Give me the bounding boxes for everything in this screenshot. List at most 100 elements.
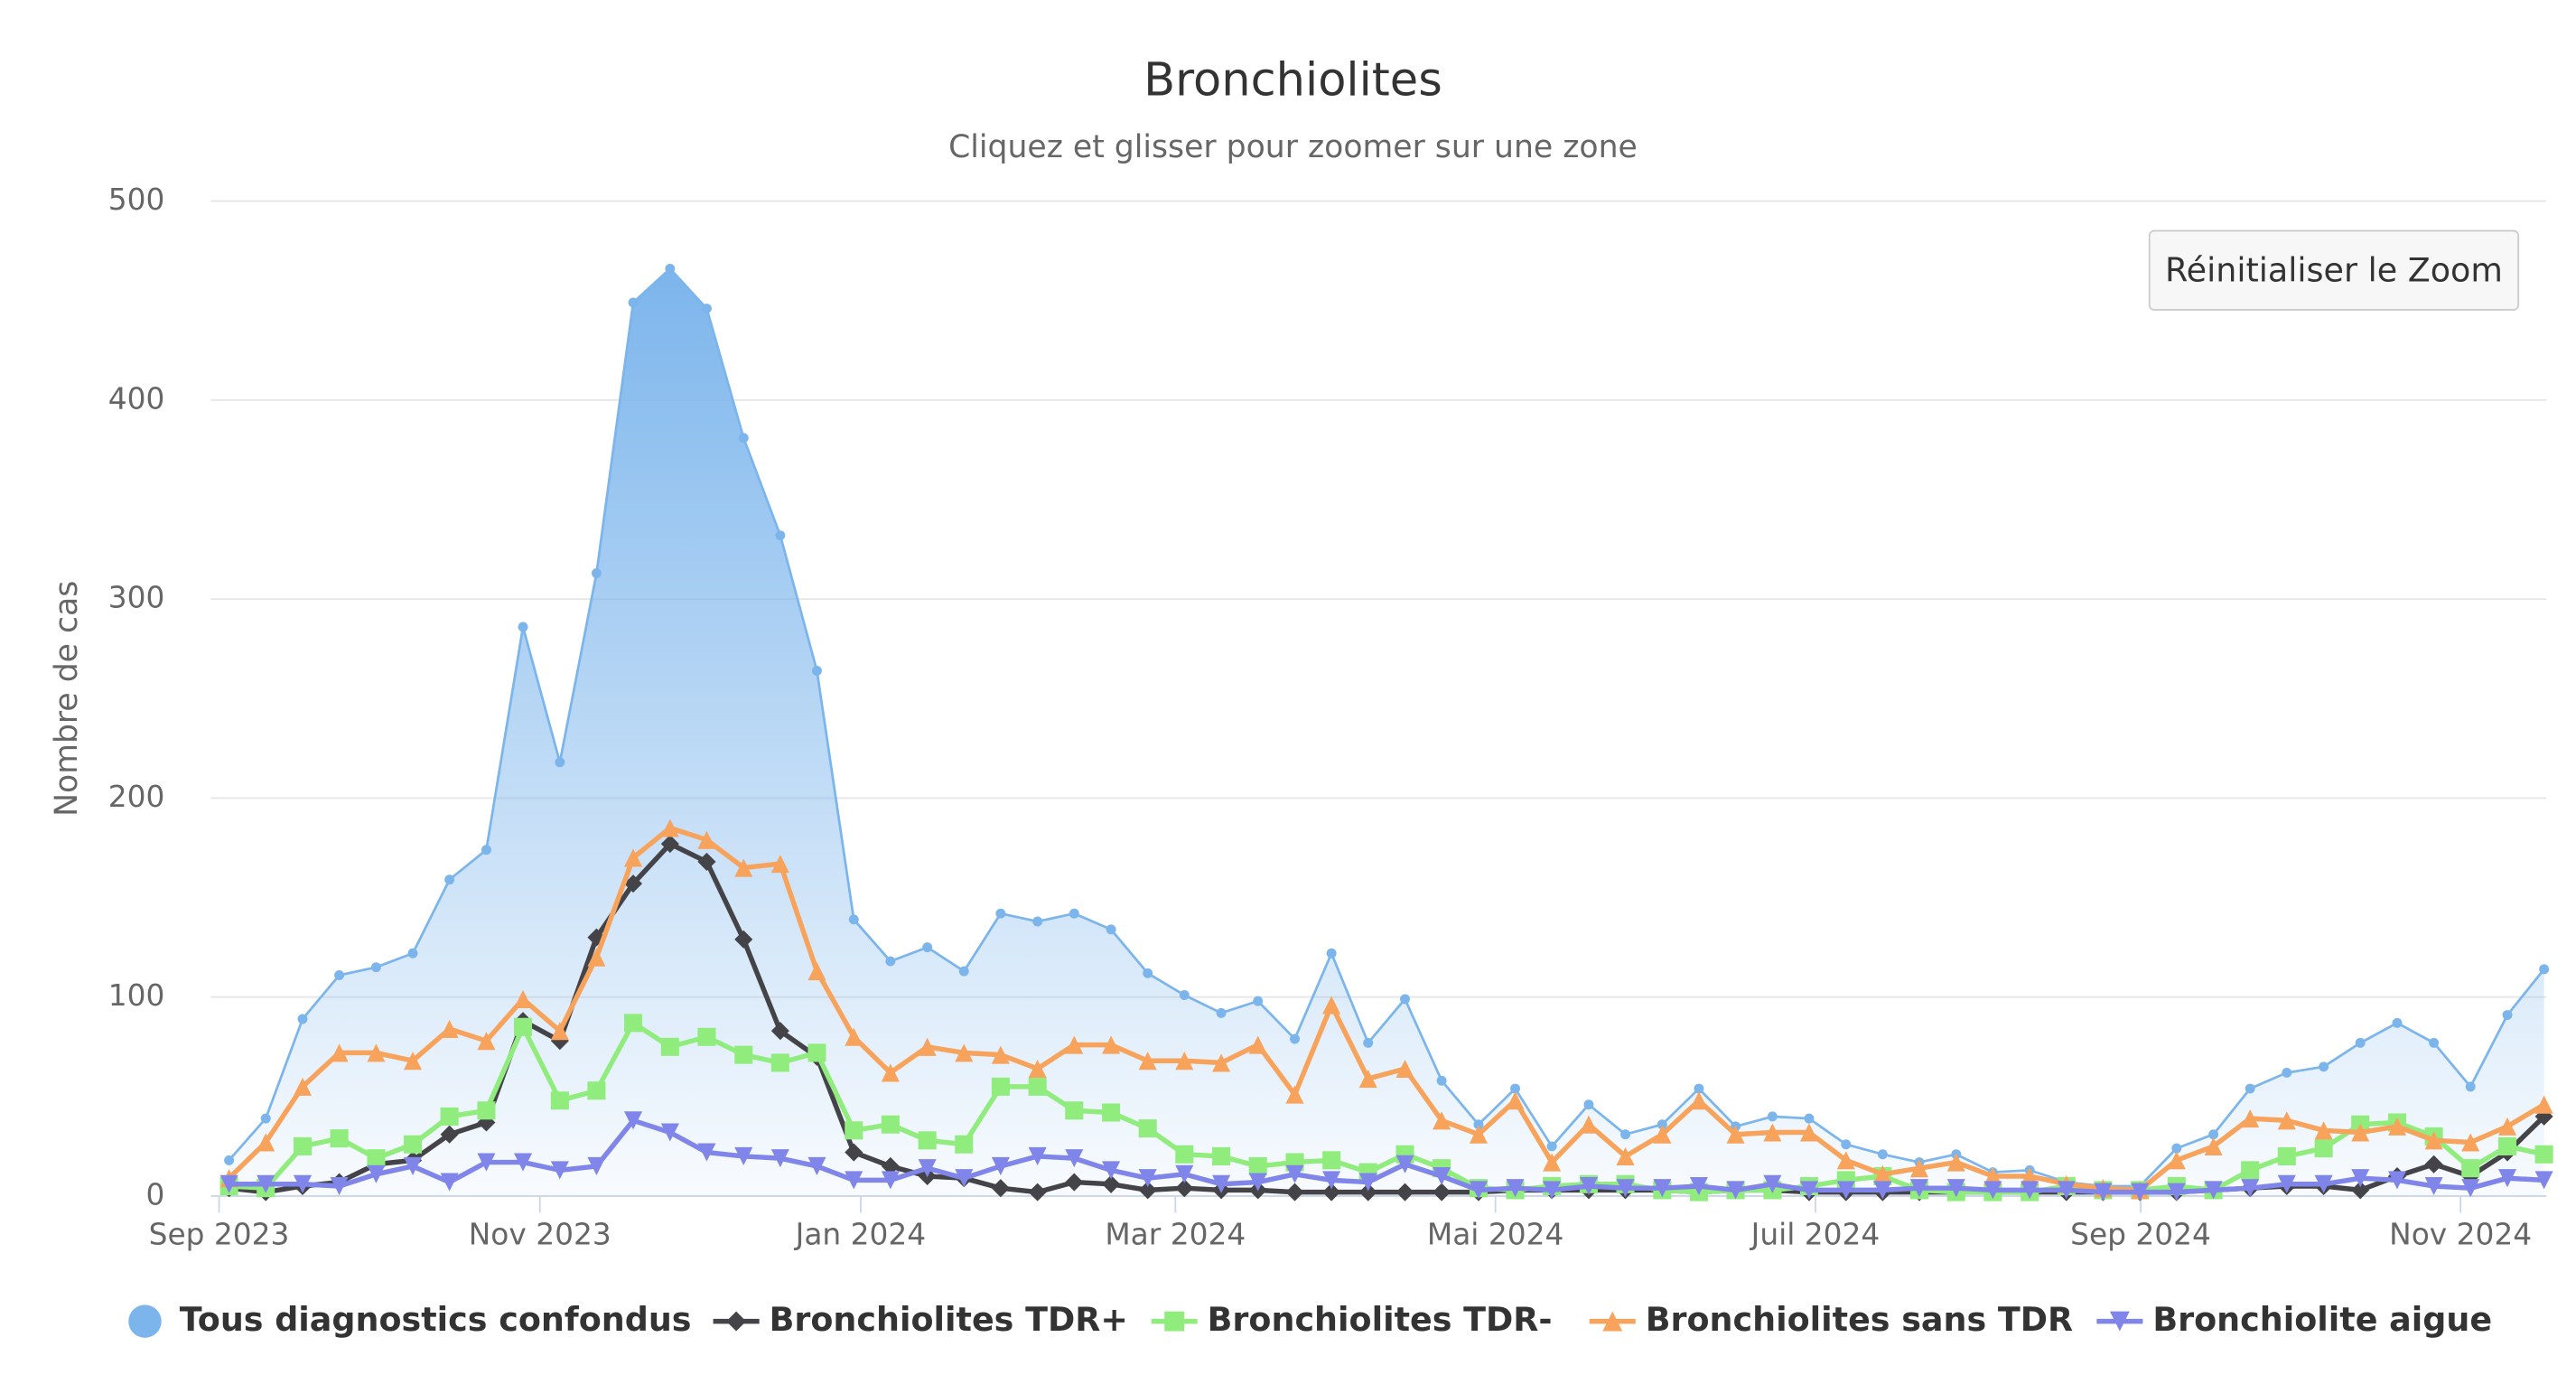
button-background[interactable]: [2148, 229, 2520, 311]
data-point: [550, 1161, 569, 1180]
series-line: [227, 825, 2546, 1193]
series: [224, 264, 2550, 1196]
data-point: [1395, 1059, 1414, 1079]
data-point: [1102, 1161, 1121, 1180]
legend-item[interactable]: Bronchiolite aigue: [2096, 1300, 2492, 1339]
data-point: [1138, 1119, 1157, 1138]
legend-item[interactable]: Bronchiolites TDR-: [1151, 1300, 1553, 1339]
data-point: [1212, 1146, 1231, 1165]
data-point: [845, 1171, 863, 1190]
data-point: [257, 1174, 275, 1193]
data-point: [1579, 1176, 1598, 1196]
reset-zoom-button[interactable]: Réinitialiser le Zoom: [2148, 229, 2520, 311]
x-tick-label: Mai 2024: [1427, 1217, 1563, 1251]
data-point: [1102, 1035, 1121, 1054]
data-point: [1877, 1149, 1888, 1160]
data-point: [701, 304, 712, 314]
data-point: [1763, 1123, 1782, 1142]
data-point: [1543, 1153, 1562, 1172]
legend-item[interactable]: Bronchiolites sans TDR: [1589, 1300, 2073, 1339]
data-point: [1909, 1159, 1928, 1178]
data-point: [1285, 1085, 1304, 1104]
legend-label[interactable]: Bronchiolite aigue: [2152, 1300, 2492, 1339]
x-tick-label: Jan 2024: [794, 1217, 927, 1251]
data-point: [444, 874, 455, 885]
data-point: [293, 1174, 313, 1193]
data-point: [1469, 1181, 1488, 1200]
data-point: [1433, 1166, 1451, 1186]
data-point: [848, 914, 859, 925]
data-point: [587, 948, 606, 967]
data-point: [1285, 1164, 1304, 1183]
data-point: [1506, 1179, 1525, 1198]
legend-symbol: [1164, 1311, 1185, 1332]
data-point: [2204, 1181, 2223, 1200]
data-point: [2429, 1037, 2440, 1048]
data-point: [367, 1164, 386, 1183]
data-point: [660, 1123, 679, 1142]
data-point: [1028, 1146, 1047, 1165]
data-point: [2534, 1095, 2553, 1114]
data-point: [403, 1135, 423, 1154]
x-tick-label: Nov 2024: [2389, 1217, 2532, 1251]
data-point: [2167, 1151, 2186, 1170]
data-point: [1175, 1052, 1194, 1071]
data-point: [1689, 1176, 1708, 1196]
button-label[interactable]: Réinitialiser le Zoom: [2165, 251, 2503, 290]
data-point: [2424, 1176, 2443, 1196]
data-point: [2021, 1166, 2039, 1186]
data-point: [1873, 1164, 1892, 1183]
y-tick-label: 0: [145, 1178, 164, 1212]
data-point: [1616, 1146, 1635, 1165]
data-point: [2277, 1174, 2296, 1193]
legend-item[interactable]: Bronchiolites TDR+: [713, 1300, 1128, 1339]
data-point: [2497, 1169, 2517, 1188]
data-point: [958, 966, 969, 977]
data-point: [2351, 1169, 2370, 1188]
data-point: [2392, 1017, 2403, 1028]
data-point: [1841, 1139, 1852, 1150]
data-point: [2465, 1081, 2476, 1092]
legend-label[interactable]: Bronchiolites sans TDR: [1646, 1300, 2073, 1339]
data-point: [403, 1156, 423, 1175]
data-point: [1653, 1125, 1672, 1144]
data-point: [1653, 1179, 1672, 1198]
data-point: [2351, 1123, 2370, 1142]
data-point: [1248, 1035, 1267, 1054]
data-point: [1763, 1174, 1782, 1193]
data-point: [1616, 1179, 1635, 1198]
data-point: [514, 1017, 533, 1036]
data-point: [260, 1113, 271, 1124]
data-point: [1983, 1181, 2002, 1200]
legend-label[interactable]: Bronchiolites TDR+: [770, 1300, 1128, 1339]
data-point: [1212, 1174, 1231, 1193]
data-point: [1799, 1181, 1818, 1200]
data-point: [624, 1014, 643, 1033]
data-point: [991, 1045, 1010, 1064]
data-point: [807, 962, 826, 981]
data-point: [2277, 1111, 2296, 1130]
legend-item[interactable]: Tous diagnostics confondus: [128, 1300, 692, 1339]
data-point: [1179, 990, 1190, 1000]
data-point: [2245, 1083, 2255, 1094]
legend-label[interactable]: Bronchiolites TDR-: [1208, 1300, 1553, 1339]
data-point: [1689, 1091, 1708, 1110]
data-point: [624, 874, 643, 893]
data-point: [1579, 1115, 1598, 1134]
series: [219, 1111, 2553, 1202]
data-point: [1436, 1075, 1447, 1086]
data-point: [2282, 1067, 2292, 1078]
data-point: [550, 1022, 569, 1041]
data-point: [1065, 1149, 1084, 1168]
data-point: [1400, 994, 1410, 1005]
data-point: [697, 1027, 716, 1046]
data-point: [2497, 1136, 2517, 1155]
data-point: [955, 1135, 974, 1154]
data-point: [481, 845, 491, 856]
data-point: [922, 942, 933, 953]
data-point: [1326, 948, 1337, 959]
data-point: [2461, 1133, 2480, 1152]
data-point: [624, 1111, 643, 1130]
legend-label[interactable]: Tous diagnostics confondus: [180, 1300, 692, 1339]
data-point: [1216, 1007, 1227, 1018]
